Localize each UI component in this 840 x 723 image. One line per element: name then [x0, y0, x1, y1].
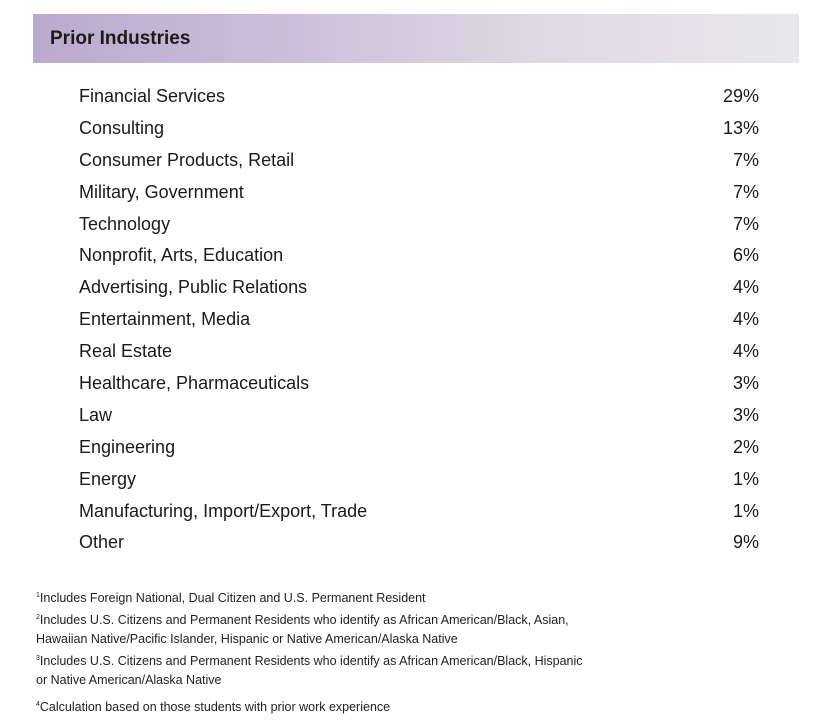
industry-row: Real Estate 4%: [79, 340, 759, 372]
footnote-text: Hawaiian Native/Pacific Islander, Hispan…: [36, 632, 458, 646]
industry-label: Manufacturing, Import/Export, Trade: [79, 500, 368, 521]
industry-row: Advertising, Public Relations 4%: [79, 276, 759, 308]
industry-label: Law: [79, 404, 113, 425]
industry-percent: 3%: [732, 373, 759, 394]
footnote-line: 2Includes U.S. Citizens and Permanent Re…: [36, 608, 583, 630]
industry-label: Technology: [79, 213, 171, 234]
industry-label: Financial Services: [79, 86, 226, 106]
industry-label: Engineering: [79, 436, 176, 457]
industry-row: Healthcare, Pharmaceuticals 3%: [79, 372, 759, 404]
footnote-line: 4Calculation based on those students wit…: [36, 695, 583, 717]
industry-percent: 4%: [732, 341, 759, 362]
industry-row: Engineering 2%: [79, 436, 759, 468]
industry-row: Military, Government 7%: [79, 181, 759, 213]
industry-percent: 1%: [732, 468, 759, 489]
industry-percent: 13%: [722, 117, 759, 138]
footnote-text: Includes U.S. Citizens and Permanent Res…: [39, 654, 583, 668]
footnote-text: Calculation based on those students with…: [39, 700, 391, 714]
industry-row: Manufacturing, Import/Export, Trade 1%: [79, 500, 759, 532]
footnote-text: or Native American/Alaska Native: [36, 673, 222, 687]
footnote-line: or Native American/Alaska Native: [36, 671, 583, 690]
footnotes: 1Includes Foreign National, Dual Citizen…: [36, 586, 583, 717]
industry-label: Consumer Products, Retail: [79, 149, 295, 170]
footnote-mark: 1: [36, 592, 40, 599]
industry-label: Healthcare, Pharmaceuticals: [79, 373, 310, 394]
industry-percent: 29%: [722, 86, 759, 106]
industry-label: Entertainment, Media: [79, 309, 251, 330]
footnote-text: Includes U.S. Citizens and Permanent Res…: [39, 613, 569, 627]
industry-row: Consumer Products, Retail 7%: [79, 149, 759, 181]
section-header: Prior Industries: [33, 14, 799, 63]
industry-percent: 6%: [732, 245, 759, 266]
industry-label: Nonprofit, Arts, Education: [79, 245, 284, 266]
industry-percent: 3%: [732, 404, 759, 425]
footnote-line: 3Includes U.S. Citizens and Permanent Re…: [36, 649, 583, 671]
footnote-line: Hawaiian Native/Pacific Islander, Hispan…: [36, 630, 583, 649]
footnote-mark: 4: [36, 701, 40, 708]
footnote-mark: 2: [36, 614, 40, 621]
industry-label: Real Estate: [79, 341, 173, 362]
industry-percent: 7%: [732, 213, 759, 234]
industry-row: Technology 7%: [79, 213, 759, 245]
footnote-mark: 3: [36, 655, 40, 662]
industry-label: Advertising, Public Relations: [79, 277, 308, 298]
industry-percent: 4%: [732, 277, 759, 298]
industry-label: Energy: [79, 468, 137, 489]
industry-row: Law 3%: [79, 404, 759, 436]
industry-row: Energy 1%: [79, 468, 759, 500]
footnote-text: Includes Foreign National, Dual Citizen …: [39, 591, 426, 605]
footnote-line: 1Includes Foreign National, Dual Citizen…: [36, 586, 583, 608]
industry-row: Nonprofit, Arts, Education 6%: [79, 244, 759, 276]
industry-percent: 1%: [732, 500, 759, 521]
industry-label: Military, Government: [79, 181, 244, 202]
industries-list: Financial Services 29% Consulting 13% Consum…: [79, 85, 759, 563]
industry-percent: 9%: [732, 532, 759, 553]
industry-row: Financial Services 29%: [79, 85, 759, 117]
industry-percent: 4%: [732, 309, 759, 330]
industry-percent: 7%: [732, 181, 759, 202]
industry-row: Other 9%: [79, 531, 759, 563]
industry-percent: 7%: [732, 149, 759, 170]
section-title: Prior Industries: [50, 28, 191, 49]
industry-row: Entertainment, Media 4%: [79, 308, 759, 340]
industry-row: Consulting 13%: [79, 117, 759, 149]
industry-label: Consulting: [79, 117, 165, 138]
industry-percent: 2%: [732, 436, 759, 457]
industry-label: Other: [79, 532, 125, 553]
